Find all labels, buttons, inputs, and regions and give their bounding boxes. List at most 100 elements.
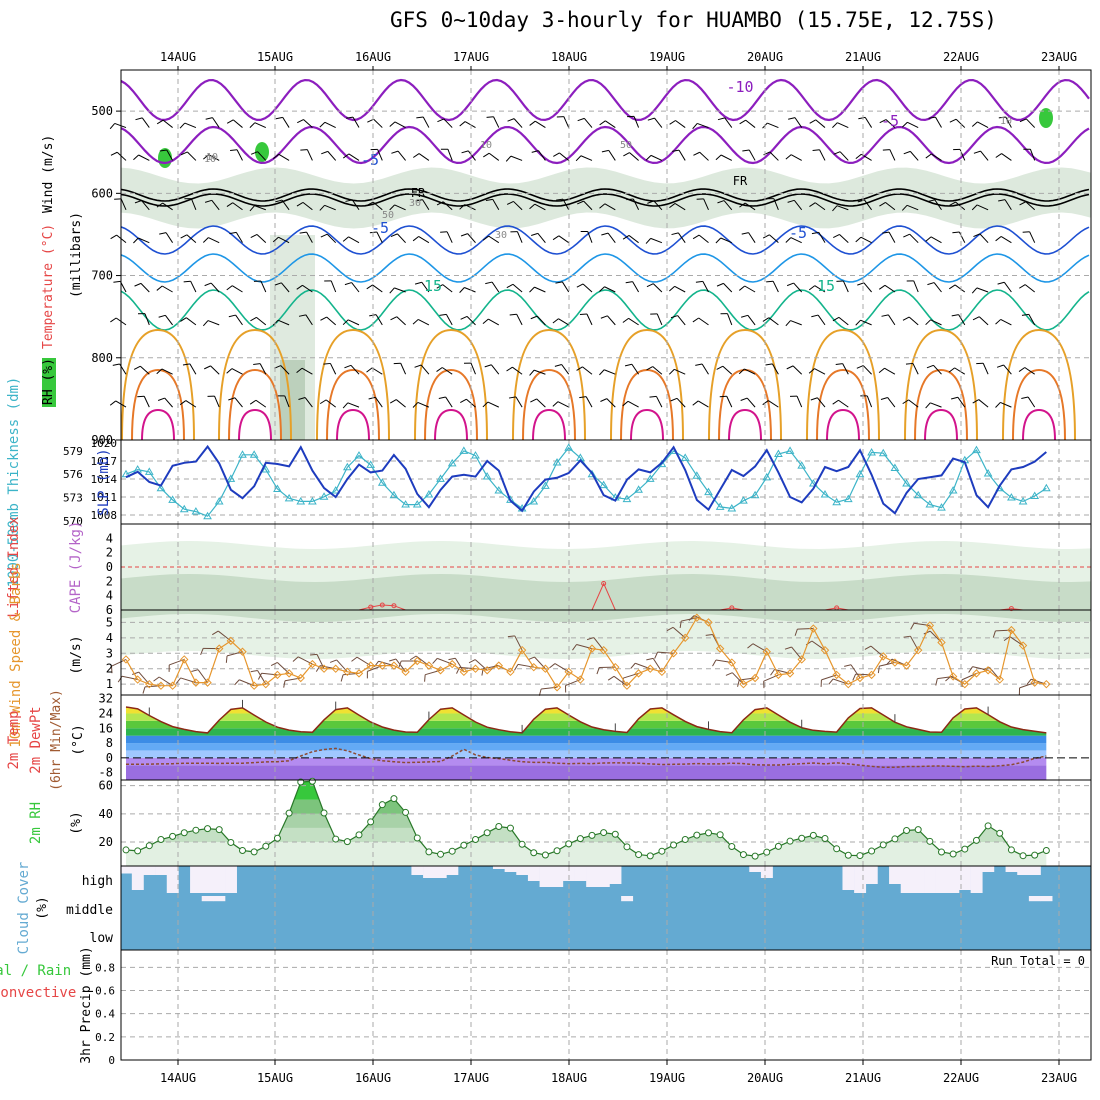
barb-flag [346, 116, 354, 119]
barb-staff [727, 313, 733, 326]
wind10m-marker [180, 655, 189, 664]
wind-barb [414, 281, 430, 293]
barb-flag [529, 120, 536, 126]
wind-barb [298, 314, 313, 326]
cloud-bar [504, 866, 517, 872]
barb-flag [157, 397, 165, 401]
thickness-marker [529, 496, 539, 505]
wind-barb [229, 231, 243, 243]
barb-staff [933, 282, 942, 293]
barb-staff [860, 319, 872, 326]
barb-staff [470, 362, 476, 375]
barb-flag [971, 204, 978, 211]
barb-flag [882, 231, 890, 234]
barb-staff [488, 318, 500, 326]
wind10m-marker [599, 645, 608, 655]
barb-staff [394, 121, 406, 128]
barb-staff [140, 365, 150, 375]
barb-staff [1025, 201, 1036, 211]
barb-staff [674, 368, 686, 375]
barb-staff [933, 364, 942, 375]
barb-flag [250, 669, 258, 673]
wind10m-marker [657, 667, 667, 677]
barb-flag [833, 234, 840, 239]
barb-staff [326, 316, 337, 326]
barb-flag [646, 657, 654, 661]
rh-marker [658, 847, 666, 855]
rh-marker [903, 826, 911, 834]
barb-staff [141, 200, 150, 211]
barb-flag [112, 363, 120, 366]
barb-staff [513, 201, 523, 211]
barb-staff [608, 150, 616, 161]
barb-flag [654, 651, 659, 659]
barb-staff [888, 231, 896, 243]
wind10m-marker [459, 667, 469, 677]
wind-barb [553, 152, 570, 161]
wind-barb [296, 284, 313, 293]
barb-staff [284, 395, 290, 408]
cloud-bar [924, 866, 936, 893]
barb-staff [768, 317, 779, 326]
rh-marker [169, 832, 177, 840]
barb-staff [720, 237, 732, 244]
wind-barb [952, 231, 966, 243]
temperature-dome [121, 328, 195, 441]
wind-barb [600, 315, 616, 326]
wind-barb [971, 121, 989, 128]
barb-staff [860, 236, 872, 244]
wind-barb [299, 231, 313, 243]
barb-staff [562, 198, 570, 211]
barb-flag [229, 231, 237, 235]
wind-barb [485, 198, 500, 211]
barb-flag [253, 363, 261, 366]
wind-barb [1023, 148, 1036, 161]
barb-staff [371, 367, 383, 375]
wind-barb [204, 199, 220, 211]
wind10m-marker [622, 681, 632, 690]
barb-staff [906, 204, 919, 211]
temp-tick-label: 32 [99, 692, 113, 706]
barb-flag [134, 200, 142, 204]
barb-staff [186, 317, 197, 326]
temperature-contour [120, 289, 1090, 331]
barb-flag [297, 119, 304, 124]
contour-label: FR [733, 174, 748, 188]
x-date-label-top: 19AUG [649, 50, 685, 64]
wind-barb [554, 364, 570, 375]
barb-flag [485, 198, 493, 202]
barb-staff [375, 396, 383, 408]
barb-flag [389, 287, 395, 294]
wind-barb [552, 318, 569, 326]
wind-barb [460, 233, 476, 243]
wind-barb [486, 116, 500, 128]
wind10m-marker [611, 662, 620, 672]
barb-flag [180, 234, 188, 239]
barb-staff [418, 236, 430, 244]
wind-barb [971, 204, 989, 211]
wind-barb [833, 151, 849, 161]
barb-staff [186, 234, 197, 244]
barb-staff [422, 199, 430, 211]
barb-staff [441, 367, 453, 375]
barb-staff [442, 201, 453, 211]
wind-barb [180, 234, 197, 244]
barb-flag [973, 150, 981, 154]
barb-flag [992, 630, 996, 638]
barb-flag [766, 280, 774, 283]
cloud-bar [889, 866, 902, 884]
barb-flag [672, 149, 680, 152]
wind-barb [439, 313, 453, 326]
rh-contour-label: 50 [620, 140, 632, 151]
rh-marker [472, 835, 479, 843]
thickness-tick-label: 573 [63, 492, 83, 505]
barb-staff [376, 231, 383, 243]
slp-tick-label: 1008 [91, 509, 118, 522]
barb-flag [438, 396, 446, 400]
barb-staff [772, 280, 779, 293]
wind-barb [133, 365, 150, 375]
wind-barb [742, 149, 756, 161]
barb-staff [818, 232, 826, 243]
rh-marker [1031, 851, 1039, 859]
wind-barb [995, 401, 1012, 408]
